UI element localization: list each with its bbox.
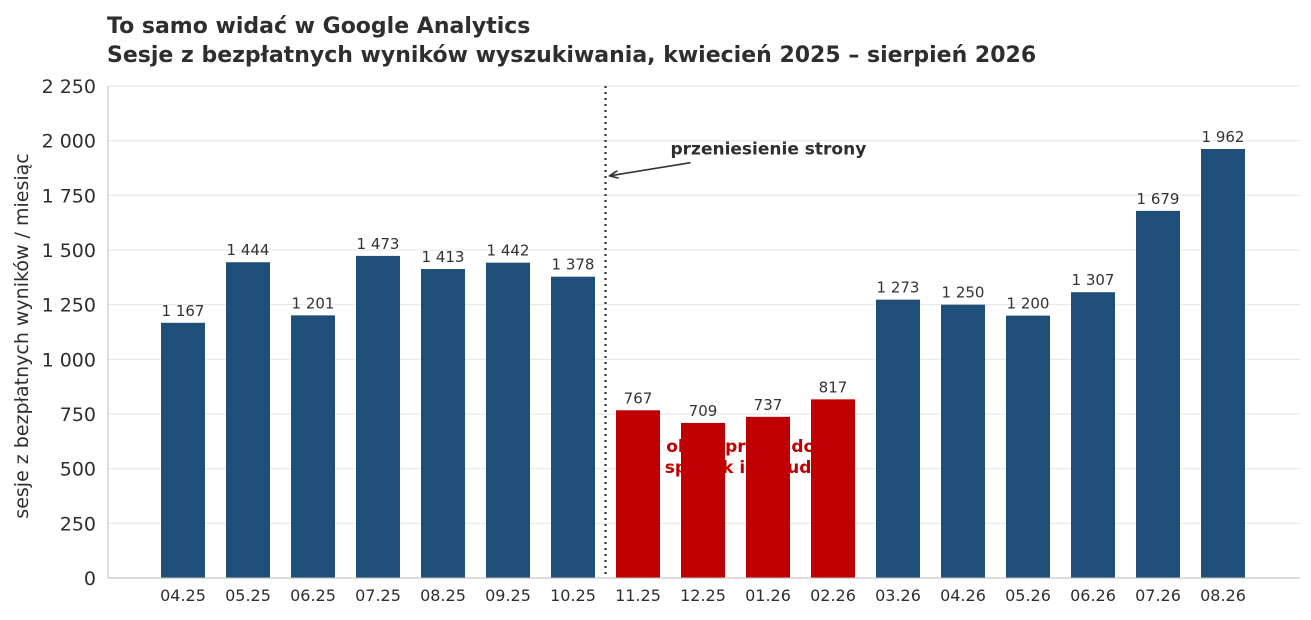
x-axis-ticks: 04.25 05.25 06.25 07.25 08.25 09.25 10.25 11.25… xyxy=(160,586,1246,605)
y-tick-label: 1 000 xyxy=(42,349,96,371)
value-label-07.26: 1 679 xyxy=(1137,190,1180,208)
x-tick-label-02.26: 02.26 xyxy=(810,586,856,605)
value-label-03.26: 1 273 xyxy=(877,279,920,297)
x-tick-label-09.25: 09.25 xyxy=(485,586,531,605)
x-tick-label-11.25: 11.25 xyxy=(615,586,661,605)
period-annotation-line-2: spadek i odbudowa xyxy=(665,458,851,478)
bar-04.25 xyxy=(161,322,205,578)
value-label-12.25: 709 xyxy=(689,402,718,420)
x-tick-label-06.25: 06.25 xyxy=(290,586,336,605)
y-tick-label: 0 xyxy=(84,568,96,590)
bar-07.26 xyxy=(1136,210,1180,578)
x-tick-label-06.26: 06.26 xyxy=(1070,586,1116,605)
y-tick-label: 250 xyxy=(60,513,96,535)
value-label-08.25: 1 413 xyxy=(422,248,465,266)
bar-01.26 xyxy=(746,416,790,578)
value-label-09.25: 1 442 xyxy=(487,242,530,260)
bar-08.25 xyxy=(421,269,465,578)
bar-07.25 xyxy=(356,255,400,579)
x-tick-label-10.25: 10.25 xyxy=(550,586,596,605)
bar-11.25 xyxy=(616,410,660,578)
y-tick-label: 1 250 xyxy=(42,295,96,317)
y-tick-label: 1 750 xyxy=(42,185,96,207)
y-axis-label: sesje z bezpłatnych wyników / miesiąc xyxy=(11,153,33,518)
bar-12.25 xyxy=(681,422,725,578)
y-tick-label: 2 000 xyxy=(42,131,96,153)
x-tick-label-08.25: 08.25 xyxy=(420,586,466,605)
value-label-01.26: 737 xyxy=(754,396,783,414)
x-tick-label-08.26: 08.26 xyxy=(1200,586,1246,605)
value-label-07.25: 1 473 xyxy=(357,235,400,253)
value-label-05.26: 1 200 xyxy=(1007,295,1050,313)
value-label-06.25: 1 201 xyxy=(292,294,335,312)
bar-10.25 xyxy=(551,276,595,578)
bar-value-labels: 1 167 1 444 1 201 1 473 1 413 1 442 1 378 767 70… xyxy=(162,128,1245,420)
value-label-04.25: 1 167 xyxy=(162,302,205,320)
y-tick-label: 750 xyxy=(60,404,96,426)
y-tick-label: 500 xyxy=(60,459,96,481)
x-tick-label-01.26: 01.26 xyxy=(745,586,791,605)
chart-subtitle: Sesje z bezpłatnych wyników wyszukiwania… xyxy=(107,43,1036,68)
value-label-02.26: 817 xyxy=(819,378,848,396)
y-axis-ticks: 0 250 500 750 1 000 1 250 1 500 1 750 2 000 2 250 xyxy=(42,76,96,590)
x-tick-label-07.25: 07.25 xyxy=(355,586,401,605)
value-label-10.25: 1 378 xyxy=(552,256,595,274)
chart-title: To samo widać w Google Analytics xyxy=(107,14,530,39)
bar-05.26 xyxy=(1006,315,1050,578)
period-annotation-line-1: okres przebudowy: xyxy=(666,437,849,457)
x-tick-label-04.26: 04.26 xyxy=(940,586,986,605)
bar-06.25 xyxy=(291,315,335,578)
site-move-annotation: przeniesienie strony xyxy=(671,140,867,160)
bar-04.26 xyxy=(941,304,985,578)
bar-03.26 xyxy=(876,299,920,578)
x-tick-label-03.26: 03.26 xyxy=(875,586,921,605)
x-tick-label-05.25: 05.25 xyxy=(225,586,271,605)
bar-08.26 xyxy=(1201,148,1245,578)
value-label-05.25: 1 444 xyxy=(227,241,270,259)
y-tick-label: 2 250 xyxy=(42,76,96,98)
bar-09.25 xyxy=(486,262,530,578)
bar-06.26 xyxy=(1071,292,1115,578)
x-tick-label-12.25: 12.25 xyxy=(680,586,726,605)
x-tick-label-07.26: 07.26 xyxy=(1135,586,1181,605)
site-move-arrow xyxy=(611,161,691,176)
y-tick-label: 1 500 xyxy=(42,240,96,262)
value-label-04.26: 1 250 xyxy=(942,284,985,302)
value-label-06.26: 1 307 xyxy=(1072,271,1115,289)
value-label-11.25: 767 xyxy=(624,389,653,407)
bars xyxy=(161,148,1245,579)
value-label-08.26: 1 962 xyxy=(1202,128,1245,146)
bar-05.25 xyxy=(226,262,270,578)
bar-02.26 xyxy=(811,399,855,578)
x-tick-label-04.25: 04.25 xyxy=(160,586,206,605)
x-tick-label-05.26: 05.26 xyxy=(1005,586,1051,605)
